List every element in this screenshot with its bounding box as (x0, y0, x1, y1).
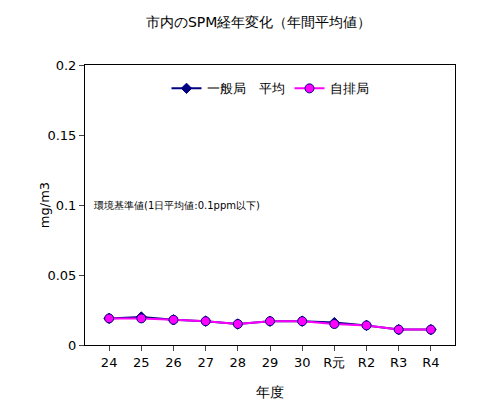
svg-text:0.05: 0.05 (47, 268, 76, 283)
svg-text:26: 26 (165, 355, 182, 370)
svg-text:29: 29 (262, 355, 279, 370)
svg-text:0.2: 0.2 (56, 58, 77, 73)
svg-text:自排局: 自排局 (330, 81, 369, 96)
svg-text:R4: R4 (422, 355, 439, 370)
svg-text:R元: R元 (323, 355, 345, 370)
svg-text:0.1: 0.1 (56, 198, 77, 213)
svg-text:R2: R2 (358, 355, 375, 370)
svg-text:市内のSPM経年変化（年間平均値）: 市内のSPM経年変化（年間平均値） (146, 14, 371, 30)
svg-text:R3: R3 (390, 355, 407, 370)
svg-text:0: 0 (68, 338, 76, 353)
svg-text:年度: 年度 (256, 384, 284, 400)
svg-text:mg/m3: mg/m3 (37, 182, 52, 228)
svg-text:25: 25 (133, 355, 150, 370)
svg-text:一般局 平均: 一般局 平均 (207, 81, 285, 96)
svg-text:28: 28 (230, 355, 247, 370)
svg-text:環境基準値(1日平均値:0.1ppm以下): 環境基準値(1日平均値:0.1ppm以下) (94, 200, 260, 211)
svg-text:0.15: 0.15 (47, 128, 76, 143)
svg-text:24: 24 (101, 355, 118, 370)
svg-text:30: 30 (294, 355, 311, 370)
svg-text:27: 27 (197, 355, 214, 370)
